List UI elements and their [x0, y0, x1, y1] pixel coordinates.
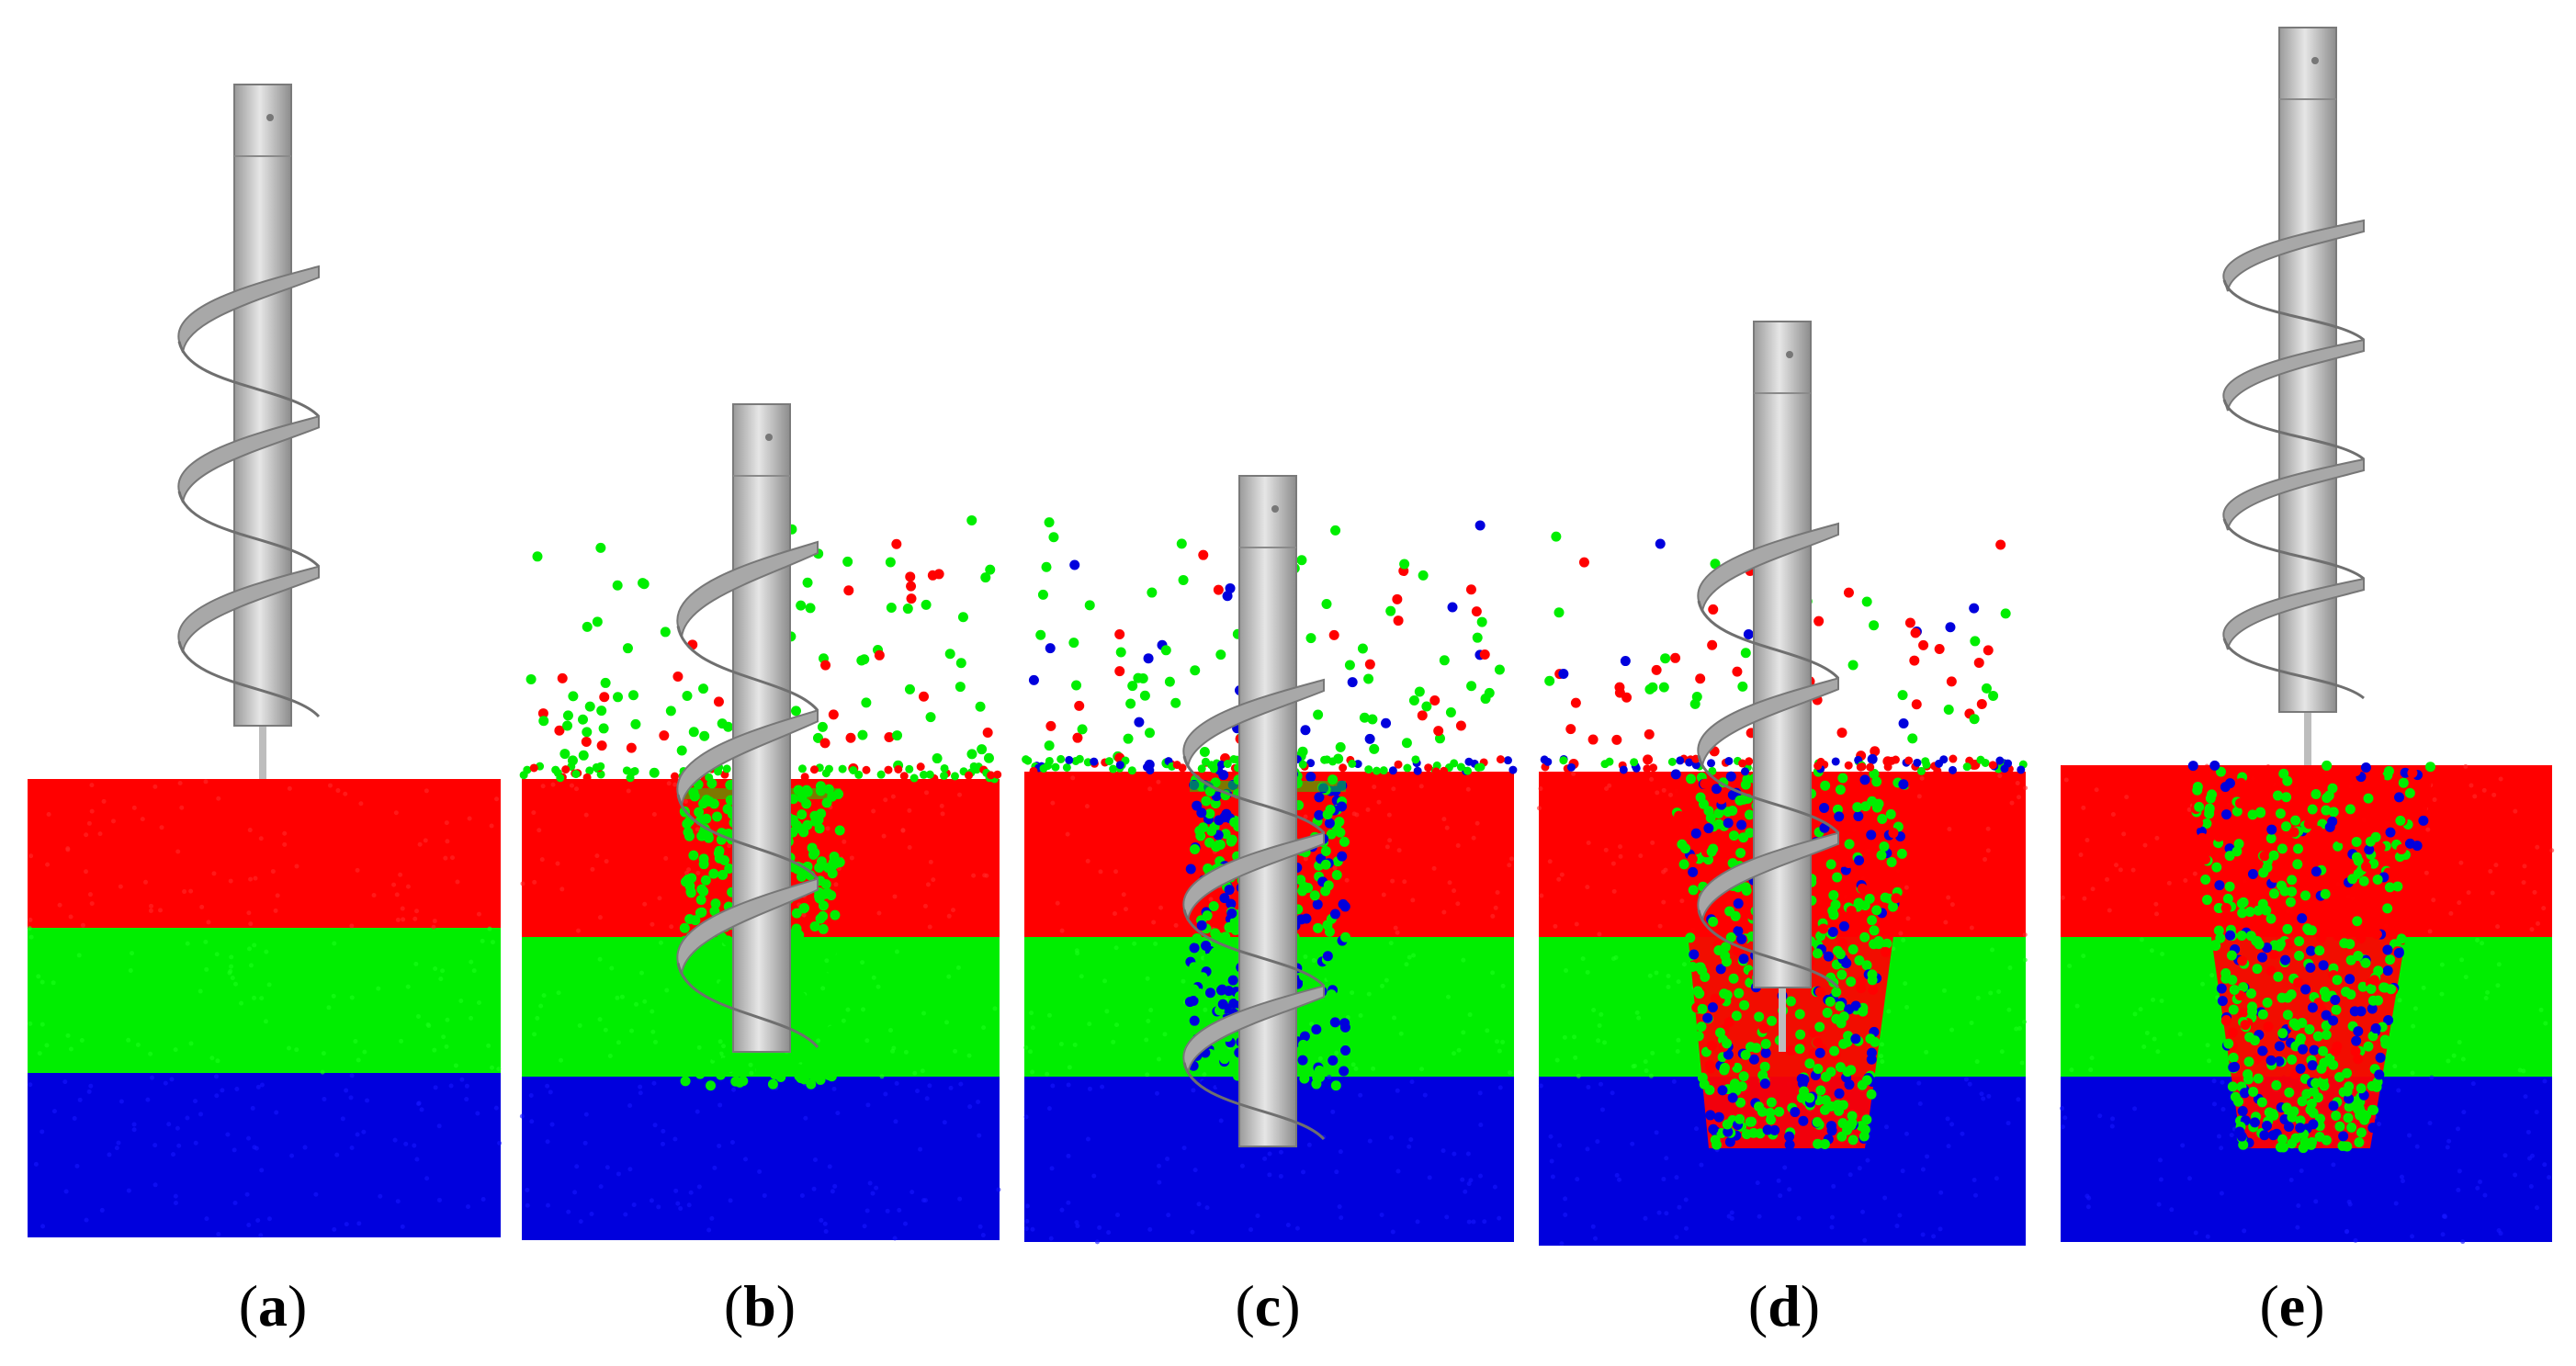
panel-label-c: (c) [1235, 1273, 1301, 1338]
top-red-layer [28, 779, 501, 928]
auger-flight [676, 540, 819, 638]
auger-flight [2222, 457, 2365, 531]
panel-a [27, 84, 503, 1238]
auger-flight [177, 415, 320, 503]
auger-flight [2222, 338, 2365, 412]
bottom-blue-layer [522, 1077, 1000, 1240]
auger [1182, 475, 1326, 1147]
auger-flight [1697, 831, 1839, 922]
auger-flight [1697, 677, 1839, 767]
auger-shaft [1238, 475, 1297, 1147]
auger-flight [1182, 678, 1325, 768]
panel-d [1536, 321, 2028, 1247]
auger-flight [177, 265, 320, 353]
auger-rod [2304, 712, 2311, 765]
panel-label-b: (b) [723, 1273, 797, 1338]
auger [1697, 321, 1840, 1052]
auger-flight [676, 708, 819, 807]
panel-label-d: (d) [1747, 1273, 1821, 1338]
auger [2222, 27, 2365, 765]
auger-flight [177, 565, 320, 653]
auger-flight [1182, 985, 1325, 1074]
auger [676, 403, 819, 1053]
panel-label-e: (e) [2259, 1273, 2325, 1338]
middle-green-layer [28, 928, 501, 1073]
auger-rod [259, 726, 266, 779]
panel-label-a: (a) [238, 1273, 308, 1338]
panel-c [1022, 475, 1518, 1245]
panel-e [2060, 27, 2555, 1245]
auger-flight [676, 877, 819, 975]
auger-flight [2222, 577, 2365, 650]
auger-shaft [233, 84, 292, 727]
auger-rod [1779, 988, 1786, 1052]
auger [177, 84, 321, 779]
auger-flight [2222, 219, 2365, 292]
auger-shaft [1753, 321, 1812, 988]
auger-flight [1697, 522, 1839, 613]
panel-b [519, 403, 1002, 1241]
bottom-blue-layer [28, 1073, 501, 1237]
auger-flight [1182, 831, 1325, 921]
